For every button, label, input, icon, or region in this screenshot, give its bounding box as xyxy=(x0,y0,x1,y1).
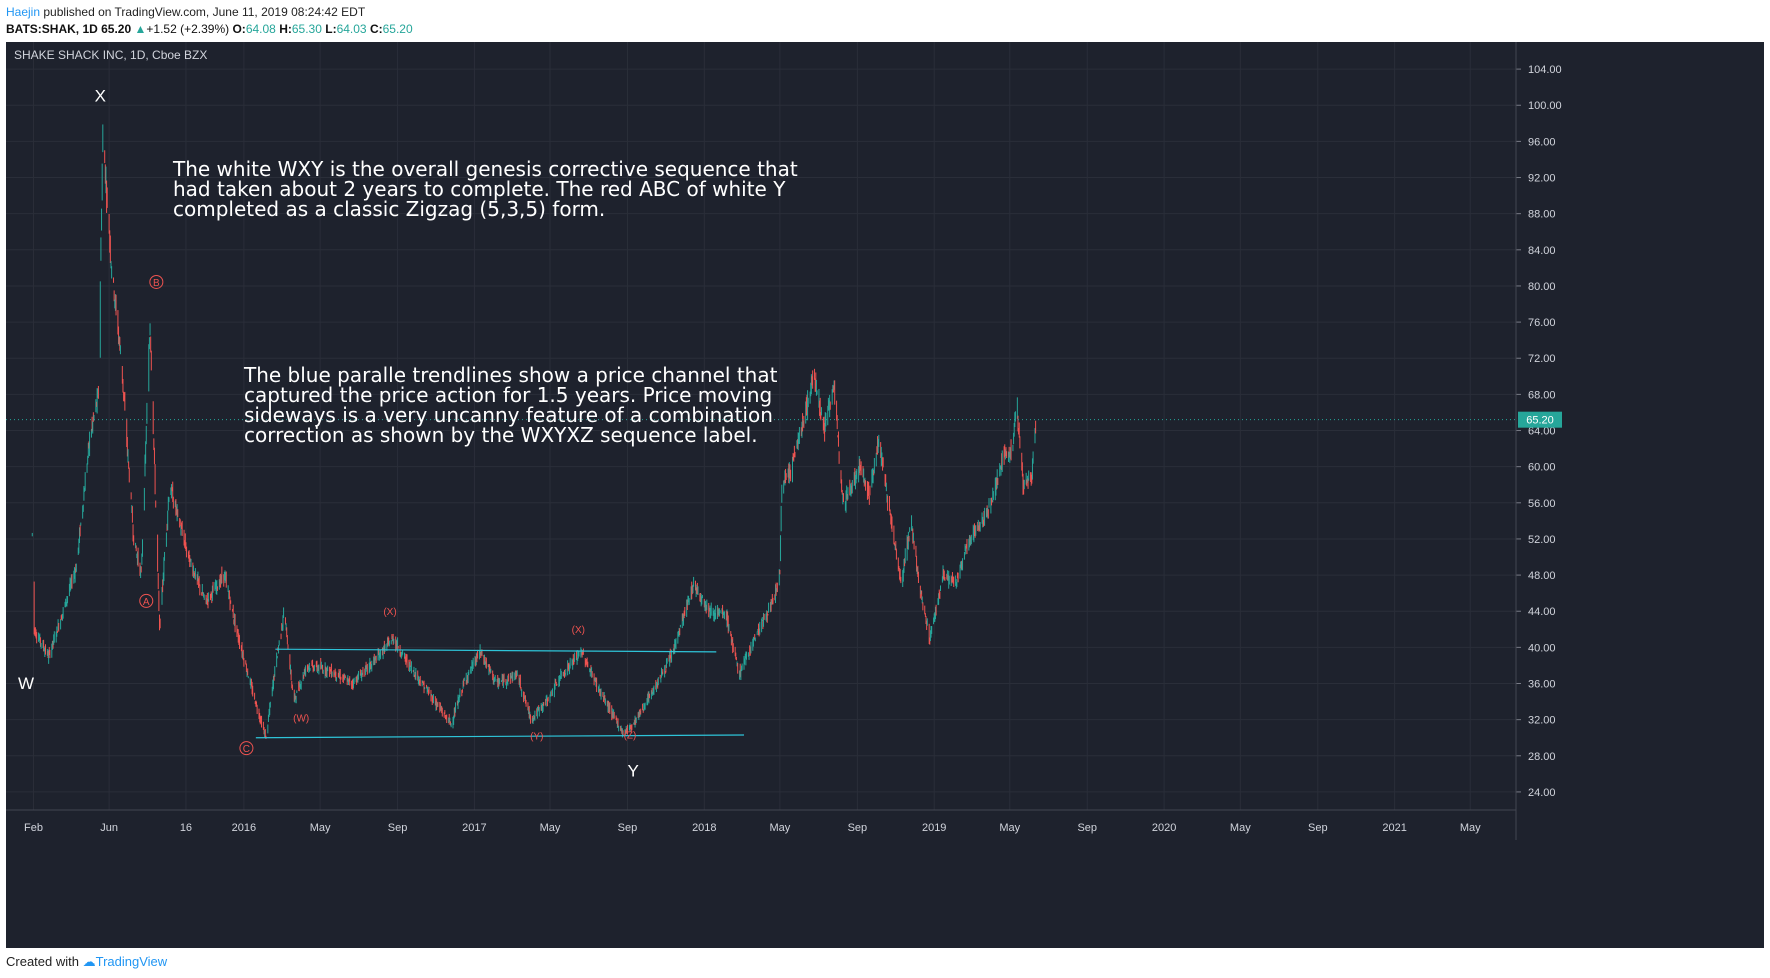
wave-label: X xyxy=(95,87,106,106)
wave-label-circle xyxy=(239,741,254,756)
wave-label: A xyxy=(143,597,150,608)
y-tick-label: 40.00 xyxy=(1528,642,1556,654)
y-tick-label: 32.00 xyxy=(1528,715,1556,727)
wave-label-circle xyxy=(139,593,154,608)
x-tick-label: 2020 xyxy=(1152,822,1176,834)
y-tick-label: 72.00 xyxy=(1528,353,1556,365)
low-label: L: xyxy=(325,22,337,36)
y-tick-label: 100.00 xyxy=(1528,100,1562,112)
wave-label: (Z) xyxy=(624,731,637,742)
quote-line: BATS:SHAK, 1D 65.20 ▲+1.52 (+2.39%) O:64… xyxy=(6,22,413,36)
change-value: +1.52 (+2.39%) xyxy=(146,22,230,36)
wave-label-circle xyxy=(149,274,164,289)
author-link[interactable]: Haejin xyxy=(6,5,41,19)
y-tick-label: 44.00 xyxy=(1528,606,1556,618)
axes-layer: 24.00 28.00 32.00 36.00 40.00 44.00 48.00 52.00… xyxy=(6,42,1562,840)
created-with-label: Created with xyxy=(6,954,79,969)
price-tag xyxy=(1518,411,1562,428)
price-chart[interactable]: W X Y A B C (W) (X) (Y) (X) (Z) 24.00 28.00 32.00 36.… xyxy=(6,42,1764,948)
chart-background xyxy=(6,42,1764,948)
publish-info: published on TradingView.com, June 11, 2… xyxy=(43,5,366,19)
y-tick-label: 56.00 xyxy=(1528,498,1556,510)
tradingview-brand-link[interactable]: TradingView xyxy=(95,954,168,969)
y-tick-label: 92.00 xyxy=(1528,173,1556,185)
y-tick-label: 64.00 xyxy=(1528,426,1556,438)
chart-title: SHAKE SHACK INC, 1D, Cboe BZX xyxy=(14,48,207,62)
wave-label: B xyxy=(153,278,160,289)
y-tick-label: 52.00 xyxy=(1528,534,1556,546)
candles-layer xyxy=(31,124,1037,739)
x-tick-label: May xyxy=(310,822,331,834)
footer: Created with ☁TradingView xyxy=(6,954,167,970)
wave-label: (X) xyxy=(572,625,585,636)
annotation-wxy: The white WXY is the overall genesis cor… xyxy=(173,157,798,221)
wave-labels-layer: W X Y A B C (W) (X) (Y) (X) (Z) xyxy=(18,87,639,781)
high-label: H: xyxy=(279,22,292,36)
close-label: C: xyxy=(369,22,383,36)
wave-label: (Y) xyxy=(530,732,543,743)
x-tick-label: Sep xyxy=(388,822,408,834)
x-tick-label: Jun xyxy=(100,822,118,834)
x-tick-label: Sep xyxy=(848,822,868,834)
low-value: 64.03 xyxy=(336,22,367,36)
y-tick-label: 60.00 xyxy=(1528,462,1556,474)
wave-label: W xyxy=(18,674,34,693)
open-value: 64.08 xyxy=(245,22,276,36)
price-tag-label: 65.20 xyxy=(1526,415,1554,427)
chart-panel[interactable]: W X Y A B C (W) (X) (Y) (X) (Z) 24.00 28.00 32.00 36.… xyxy=(6,42,1764,948)
y-tick-label: 88.00 xyxy=(1528,209,1556,221)
y-tick-label: 36.00 xyxy=(1528,679,1556,691)
x-tick-label: 2021 xyxy=(1382,822,1406,834)
trendlines-layer[interactable] xyxy=(255,648,744,739)
x-tick-label: May xyxy=(770,822,791,834)
tradingview-logo-icon[interactable]: ☁ xyxy=(82,954,96,969)
publish-line: Haejin published on TradingView.com, Jun… xyxy=(6,5,365,19)
x-tick-label: 2017 xyxy=(462,822,486,834)
grid-lines xyxy=(6,42,1516,810)
annotation-channel: The blue paralle trendlines show a price… xyxy=(244,363,778,447)
wave-label: (W) xyxy=(293,713,309,724)
y-tick-label: 76.00 xyxy=(1528,317,1556,329)
open-label: O: xyxy=(232,22,246,36)
x-tick-label: May xyxy=(1230,822,1251,834)
wave-label: (X) xyxy=(383,607,396,618)
x-tick-label: May xyxy=(540,822,561,834)
x-tick-label: Sep xyxy=(618,822,638,834)
x-tick-label: 2016 xyxy=(232,822,256,834)
x-tick-label: 2018 xyxy=(692,822,716,834)
header-bar: Haejin published on TradingView.com, Jun… xyxy=(0,0,1770,42)
high-value: 65.30 xyxy=(291,22,322,36)
trendline-lower[interactable] xyxy=(255,734,744,739)
y-tick-label: 68.00 xyxy=(1528,389,1556,401)
symbol-label: BATS:SHAK, 1D xyxy=(6,22,98,36)
x-tick-label: May xyxy=(1460,822,1481,834)
wave-label: C xyxy=(243,744,250,755)
y-tick-label: 80.00 xyxy=(1528,281,1556,293)
y-tick-label: 104.00 xyxy=(1528,64,1562,76)
wave-label: Y xyxy=(627,762,638,781)
x-tick-label: Sep xyxy=(1077,822,1097,834)
last-price: 65.20 xyxy=(101,22,132,36)
y-tick-label: 28.00 xyxy=(1528,751,1556,763)
x-tick-label: 2019 xyxy=(922,822,946,834)
trendline-upper[interactable] xyxy=(275,648,717,653)
y-tick-label: 24.00 xyxy=(1528,787,1556,799)
x-tick-label: May xyxy=(999,822,1020,834)
x-tick-label: Sep xyxy=(1308,822,1328,834)
x-tick-label: Feb xyxy=(24,822,43,834)
x-tick-label: 16 xyxy=(180,822,192,834)
up-arrow-icon: ▲ xyxy=(134,22,147,36)
y-tick-label: 84.00 xyxy=(1528,245,1556,257)
close-value: 65.20 xyxy=(382,22,413,36)
y-tick-label: 96.00 xyxy=(1528,136,1556,148)
y-tick-label: 48.00 xyxy=(1528,570,1556,582)
